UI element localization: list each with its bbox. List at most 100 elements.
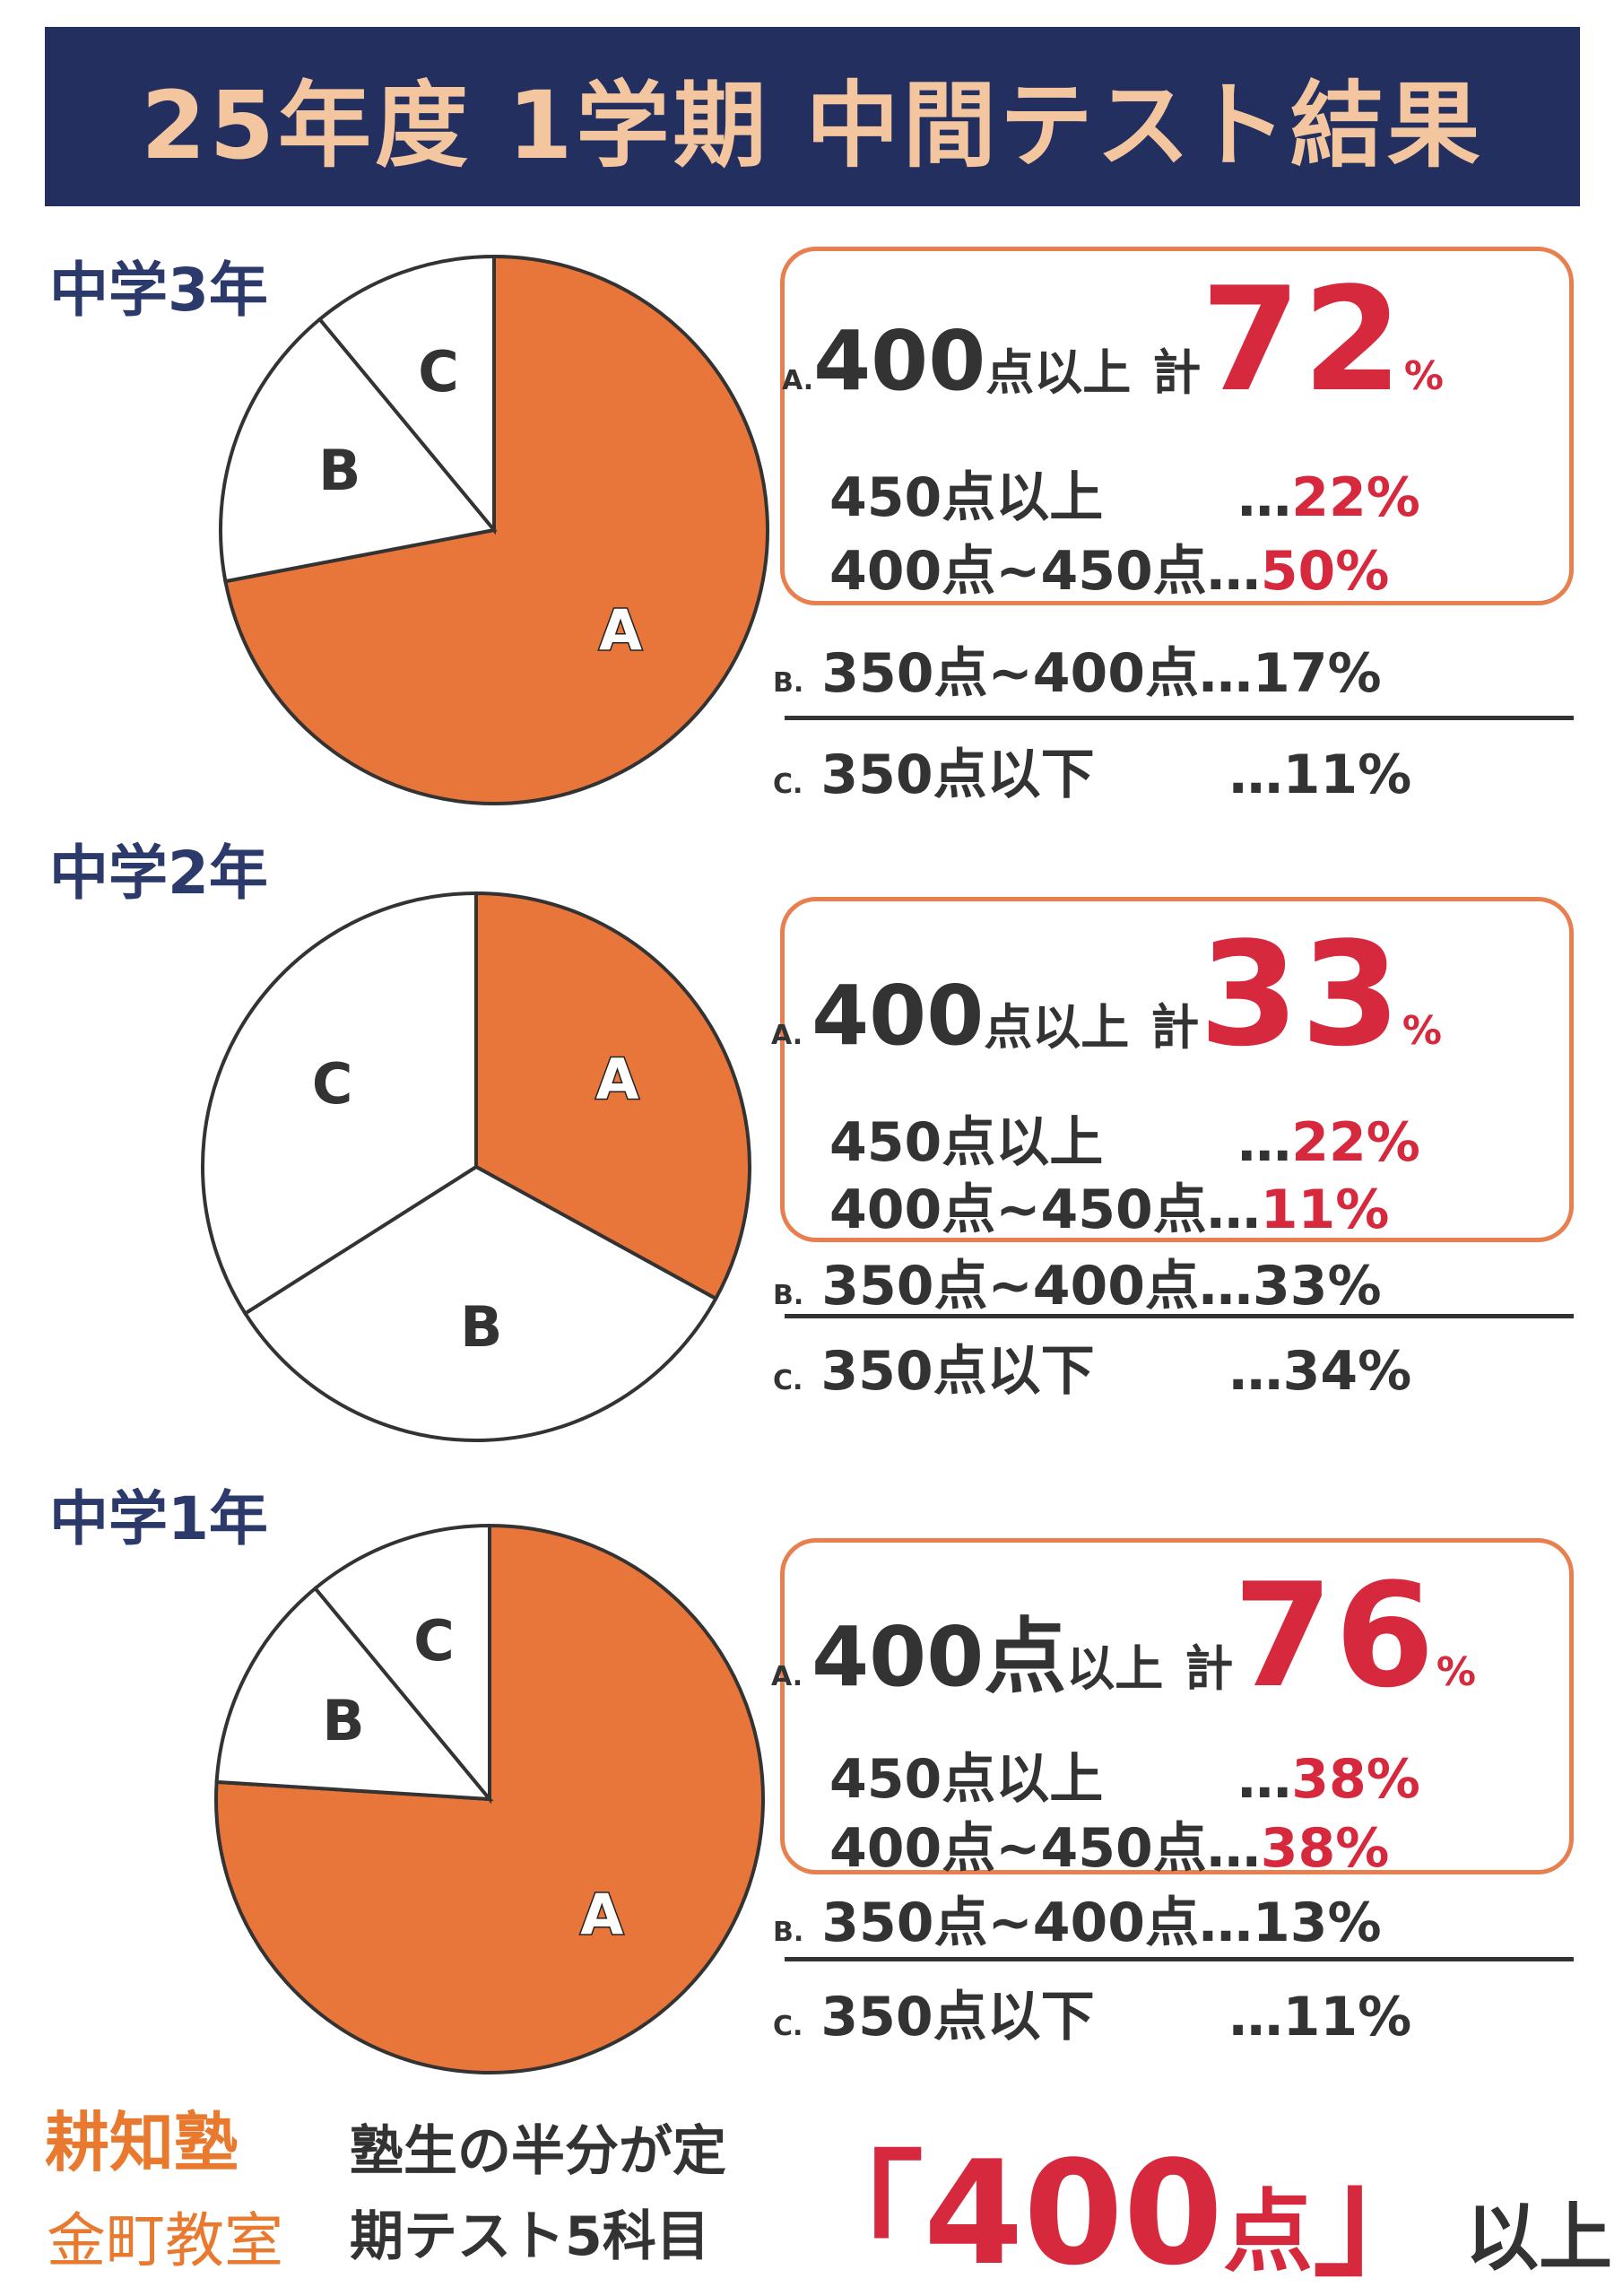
grade-label: 中学1年 (49, 1484, 268, 1553)
leader-dots: … (1228, 1340, 1283, 1403)
c-row: C. 350点以下 …34% (773, 1327, 1411, 1405)
pie-label-c: C (312, 1051, 353, 1117)
leader-dots: … (1199, 642, 1254, 705)
divider-line (785, 1314, 1574, 1318)
b-value: 17% (1253, 642, 1382, 705)
pie-label-a: A (580, 1882, 623, 1947)
a1-row: 450点以上 …38% (829, 1735, 1420, 1813)
b-value: 13% (1253, 1892, 1382, 1954)
grade-label: 中学2年 (49, 839, 268, 908)
a-threshold: 400点 (812, 1609, 1067, 1705)
headline-unit: 点 (1223, 2179, 1313, 2284)
a-threshold-unit: 点以上 (984, 999, 1130, 1056)
pie-slice-b (214, 1586, 494, 1802)
total-label: 計 (1150, 999, 1200, 1056)
b-value: 33% (1253, 1255, 1382, 1318)
page-title: 25年度 1学期 中間テスト結果 (141, 70, 1484, 180)
divider-line (785, 716, 1574, 720)
headline: 「400点」 以上 (789, 2108, 1612, 2296)
pie-slice-b (219, 317, 498, 584)
pie-slice-c (201, 891, 478, 1317)
c-value: 11% (1282, 744, 1412, 806)
a2-label: 400点~450点 (829, 1178, 1207, 1241)
a1-row: 450点以上 …22% (829, 454, 1420, 532)
leader-dots: … (1228, 744, 1283, 806)
leader-dots: … (1237, 1748, 1292, 1811)
headline-number: 400 (924, 2129, 1223, 2296)
b-label: 350点~400点 (821, 1892, 1200, 1954)
c-label: 350点以下 (820, 1340, 1095, 1403)
a-threshold-unit: 以上 (1066, 1640, 1164, 1697)
pie-label-b: B (318, 438, 360, 503)
a-total-row: A. 400点以上 計33% (771, 910, 1442, 1078)
a1-value: 22% (1291, 1111, 1420, 1174)
grade-label: 中学3年 (49, 256, 268, 325)
pie-label-c: C (413, 1608, 455, 1674)
b-row: B. 350点~400点…33% (773, 1242, 1382, 1320)
b-label: 350点~400点 (821, 1255, 1200, 1318)
a-total-value: 76 (1233, 1552, 1436, 1719)
category-letter: A. (771, 1661, 803, 1692)
category-letter: B. (773, 1280, 804, 1311)
a-total-value: 72 (1201, 256, 1404, 423)
leader-dots: … (1228, 1986, 1283, 2048)
a-summary-box (780, 897, 1574, 1242)
pie-chart: A B C (197, 888, 755, 1446)
c-row: C. 350点以下 …11% (773, 1973, 1411, 2051)
headline-suffix: 以上 (1465, 2196, 1613, 2281)
a2-row: 400点~450点…38% (829, 1805, 1389, 1883)
category-letter: B. (773, 667, 804, 699)
c-label: 350点以下 (820, 1986, 1095, 2048)
leader-dots: … (1199, 1255, 1254, 1318)
percent-sign: % (1436, 1649, 1476, 1695)
a2-value: 11% (1260, 1178, 1390, 1241)
slogan-line-2: 期テスト5科目 (350, 2205, 710, 2268)
category-letter: C. (773, 1365, 803, 1396)
a-total-value: 33 (1199, 910, 1402, 1078)
total-label: 計 (1185, 1640, 1234, 1697)
pie-slice-c (312, 1523, 491, 1805)
leader-dots: … (1237, 466, 1292, 529)
pie-label-a: A (596, 1047, 639, 1112)
a1-label: 450点以上 (829, 1748, 1104, 1811)
a2-value: 50% (1260, 540, 1390, 603)
c-row: C. 350点以下 …11% (773, 731, 1411, 809)
a1-value: 38% (1291, 1748, 1420, 1811)
b-row: B. 350点~400点…17% (773, 630, 1382, 708)
pie-slice-b (242, 1164, 718, 1442)
c-value: 34% (1282, 1340, 1412, 1403)
category-letter: A. (782, 365, 814, 396)
category-letter: A. (771, 1020, 803, 1051)
leader-dots: … (1206, 1817, 1261, 1880)
pie-svg: ABC (219, 254, 769, 805)
a-total-row: A.400点以上 計72% (782, 256, 1444, 423)
leader-dots: … (1206, 540, 1261, 603)
c-value: 11% (1282, 1986, 1412, 2048)
a-threshold: 400 (813, 313, 986, 409)
percent-sign: % (1402, 1008, 1442, 1054)
a-threshold: 400 (812, 968, 985, 1064)
open-bracket: 「 (789, 2139, 924, 2295)
a1-label: 450点以上 (829, 466, 1104, 529)
b-row: B. 350点~400点…13% (773, 1879, 1382, 1957)
a1-label: 450点以上 (829, 1111, 1104, 1174)
pie-label-c: C (418, 339, 459, 404)
pie-svg: ABC (214, 1523, 765, 2074)
leader-dots: … (1206, 1178, 1261, 1241)
total-label: 計 (1152, 344, 1202, 401)
pie-label-b: B (460, 1294, 502, 1360)
pie-svg: A B C (201, 891, 751, 1442)
a2-label: 400点~450点 (829, 540, 1207, 603)
a2-row: 400点~450点…11% (829, 1166, 1389, 1244)
a2-value: 38% (1260, 1817, 1390, 1880)
a-total-row: A. 400点以上 計76% (771, 1552, 1476, 1719)
leader-dots: … (1237, 1111, 1292, 1174)
pie-slice-c (317, 254, 496, 535)
leader-dots: … (1199, 1892, 1254, 1954)
a1-value: 22% (1291, 466, 1420, 529)
b-label: 350点~400点 (821, 642, 1200, 705)
slogan-line-1: 塾生の半分が定 (350, 2120, 726, 2183)
a2-row: 400点~450点…50% (829, 527, 1389, 605)
